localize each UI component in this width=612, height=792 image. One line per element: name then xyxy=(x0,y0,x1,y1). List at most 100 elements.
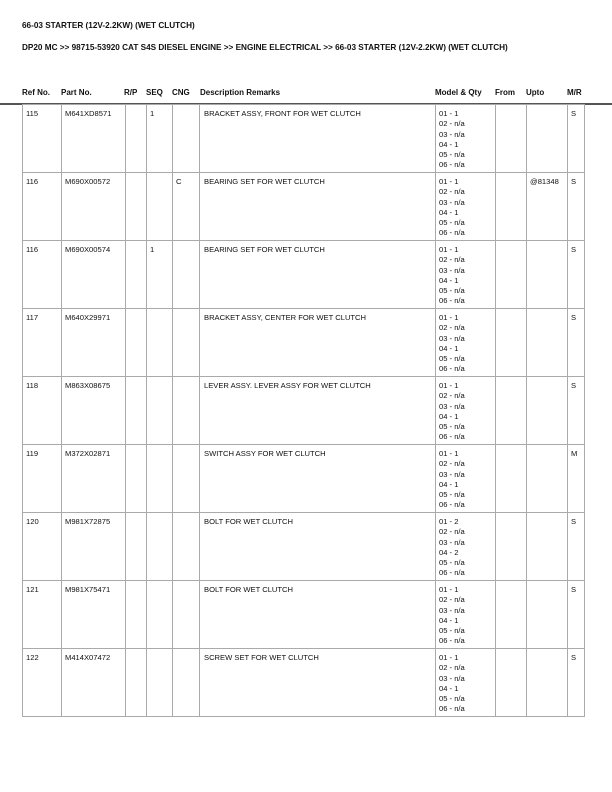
qty-line: 06 - n/a xyxy=(439,568,465,578)
description-cell: BRACKET ASSY, FRONT FOR WET CLUTCH xyxy=(199,104,436,173)
from-cell xyxy=(495,104,527,173)
qty-line: 01 - 1 xyxy=(439,381,459,390)
upto-cell xyxy=(526,308,568,377)
part-no-cell: M372X02871 xyxy=(61,444,126,513)
qty-line: 05 - n/a xyxy=(439,354,465,364)
description-cell: BRACKET ASSY, CENTER FOR WET CLUTCH xyxy=(199,308,436,377)
ref-no-cell: 115 xyxy=(22,104,62,173)
upto-cell xyxy=(526,240,568,309)
qty-line: 04 - 1 xyxy=(439,615,459,625)
seq-cell xyxy=(146,580,173,649)
qty-line: 01 - 1 xyxy=(439,653,459,662)
cng-cell xyxy=(172,580,200,649)
qty-line: 05 - n/a xyxy=(439,490,465,500)
part-no-cell: M641XD8571 xyxy=(61,104,126,173)
qty-line: 02 - n/a xyxy=(439,391,465,401)
rp-cell xyxy=(125,240,147,309)
model-qty-cell: 01 - 2 02 - n/a 03 - n/a 04 - 2 05 - n/a 06 -… xyxy=(435,512,496,581)
qty-line: 02 - n/a xyxy=(439,119,465,129)
qty-line: 06 - n/a xyxy=(439,364,465,374)
rp-cell xyxy=(125,172,147,241)
qty-line: 06 - n/a xyxy=(439,160,465,170)
rp-cell xyxy=(125,104,147,173)
seq-cell xyxy=(146,648,173,717)
qty-line: 04 - 1 xyxy=(439,683,459,693)
qty-line: 04 - 1 xyxy=(439,275,459,285)
mr-cell: S xyxy=(567,512,585,581)
description-cell: BEARING SET FOR WET CLUTCH xyxy=(199,172,436,241)
description-cell: BEARING SET FOR WET CLUTCH xyxy=(199,240,436,309)
description-cell: BOLT FOR WET CLUTCH xyxy=(199,512,436,581)
seq-cell: 1 xyxy=(146,240,173,309)
from-cell xyxy=(495,444,527,513)
qty-line: 05 - n/a xyxy=(439,694,465,704)
qty-line: 01 - 1 xyxy=(439,313,459,322)
description-cell: LEVER ASSY. LEVER ASSY FOR WET CLUTCH xyxy=(199,376,436,445)
table-row: 119 M372X02871 SWITCH ASSY FOR WET CLUTCH 0… xyxy=(22,444,585,513)
part-no-cell: M640X29971 xyxy=(61,308,126,377)
mr-cell: M xyxy=(567,444,585,513)
col-part: Part No. xyxy=(61,88,92,97)
cng-cell xyxy=(172,648,200,717)
qty-line: 03 - n/a xyxy=(439,401,465,411)
ref-no-cell: 116 xyxy=(22,240,62,309)
qty-line: 02 - n/a xyxy=(439,323,465,333)
part-no-cell: M690X00574 xyxy=(61,240,126,309)
model-qty-cell: 01 - 1 02 - n/a 03 - n/a 04 - 1 05 - n/a 06 -… xyxy=(435,172,496,241)
qty-line: 05 - n/a xyxy=(439,626,465,636)
qty-line: 05 - n/a xyxy=(439,558,465,568)
qty-line: 01 - 1 xyxy=(439,585,459,594)
table-row: 117 M640X29971 BRACKET ASSY, CENTER FOR WE… xyxy=(22,308,585,377)
description-cell: SWITCH ASSY FOR WET CLUTCH xyxy=(199,444,436,513)
upto-cell xyxy=(526,580,568,649)
qty-line: 03 - n/a xyxy=(439,197,465,207)
seq-cell xyxy=(146,376,173,445)
part-no-cell: M414X07472 xyxy=(61,648,126,717)
col-seq: SEQ xyxy=(146,88,163,97)
model-qty-cell: 01 - 1 02 - n/a 03 - n/a 04 - 1 05 - n/a 06 -… xyxy=(435,580,496,649)
qty-line: 04 - 1 xyxy=(439,343,459,353)
qty-line: 03 - n/a xyxy=(439,129,465,139)
qty-line: 01 - 1 xyxy=(439,177,459,186)
table-row: 121 M981X75471 BOLT FOR WET CLUTCH 01 - 1 02… xyxy=(22,580,585,649)
table-row: 122 M414X07472 SCREW SET FOR WET CLUTCH 01 … xyxy=(22,648,585,717)
from-cell xyxy=(495,172,527,241)
ref-no-cell: 119 xyxy=(22,444,62,513)
part-no-cell: M863X08675 xyxy=(61,376,126,445)
table-row: 118 M863X08675 LEVER ASSY. LEVER ASSY FOR … xyxy=(22,376,585,445)
mr-cell: S xyxy=(567,104,585,173)
from-cell xyxy=(495,648,527,717)
col-upto: Upto xyxy=(526,88,545,97)
qty-line: 06 - n/a xyxy=(439,500,465,510)
ref-no-cell: 121 xyxy=(22,580,62,649)
part-no-cell: M690X00572 xyxy=(61,172,126,241)
qty-line: 01 - 1 xyxy=(439,245,459,254)
qty-line: 03 - n/a xyxy=(439,605,465,615)
col-ref: Ref No. xyxy=(22,88,50,97)
qty-line: 06 - n/a xyxy=(439,704,465,714)
ref-no-cell: 118 xyxy=(22,376,62,445)
qty-line: 05 - n/a xyxy=(439,286,465,296)
qty-line: 03 - n/a xyxy=(439,265,465,275)
col-rp: R/P xyxy=(124,88,138,97)
model-qty-cell: 01 - 1 02 - n/a 03 - n/a 04 - 1 05 - n/a 06 -… xyxy=(435,376,496,445)
seq-cell xyxy=(146,172,173,241)
qty-line: 03 - n/a xyxy=(439,469,465,479)
ref-no-cell: 122 xyxy=(22,648,62,717)
cng-cell xyxy=(172,376,200,445)
rp-cell xyxy=(125,308,147,377)
upto-cell xyxy=(526,376,568,445)
qty-line: 03 - n/a xyxy=(439,673,465,683)
qty-line: 04 - 1 xyxy=(439,207,459,217)
ref-no-cell: 116 xyxy=(22,172,62,241)
parts-table: 115 M641XD8571 1 BRACKET ASSY, FRONT FOR WE… xyxy=(22,104,585,717)
qty-line: 06 - n/a xyxy=(439,636,465,646)
from-cell xyxy=(495,240,527,309)
qty-line: 05 - n/a xyxy=(439,150,465,160)
breadcrumb: DP20 MC >> 98715-53920 CAT S4S DIESEL EN… xyxy=(22,43,508,52)
col-desc: Description Remarks xyxy=(200,88,281,97)
model-qty-cell: 01 - 1 02 - n/a 03 - n/a 04 - 1 05 - n/a 06 -… xyxy=(435,308,496,377)
ref-no-cell: 117 xyxy=(22,308,62,377)
upto-cell xyxy=(526,512,568,581)
